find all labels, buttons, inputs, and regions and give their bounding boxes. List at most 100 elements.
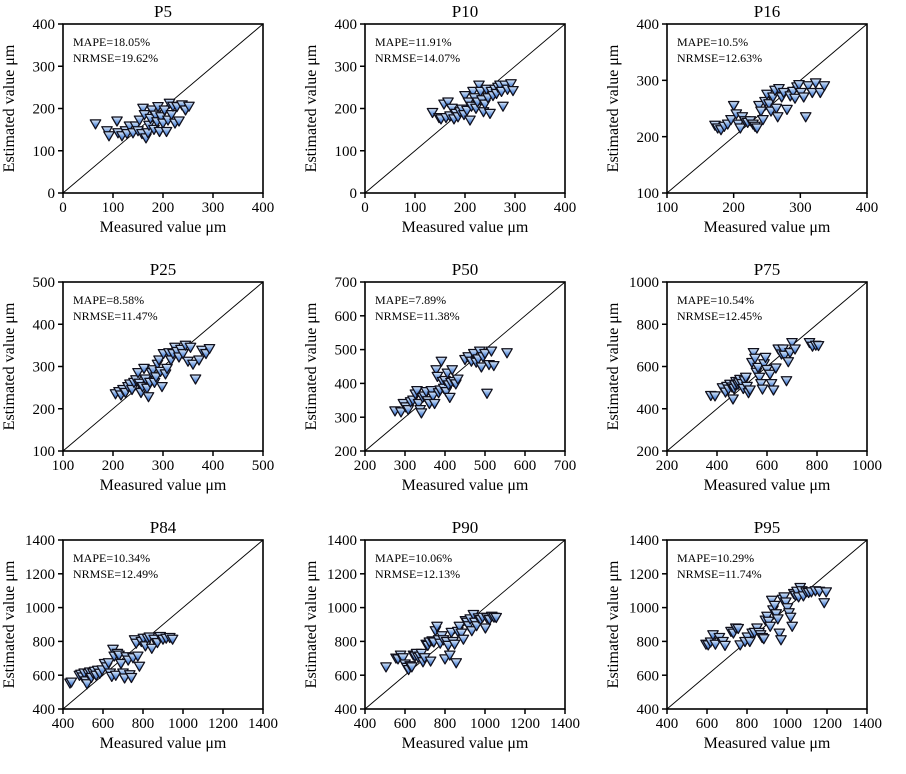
marker-point	[427, 391, 439, 402]
y-tick-label: 300	[33, 360, 56, 376]
y-tick-label: 1200	[327, 567, 357, 583]
x-tick-label: 400	[656, 716, 679, 732]
marker-point	[137, 103, 149, 114]
chart-p10-canvas: P10 0 100 200 300 400 0 100 200 300 400 MAPE=11.91%…	[303, 2, 576, 236]
plot-border	[666, 539, 868, 710]
marker-point	[145, 643, 158, 654]
y-tick-label: 200	[33, 102, 56, 118]
chart-title: P84	[150, 518, 177, 537]
x-axis-label: Measured value μm	[402, 735, 529, 752]
y-tick-label: 1000	[327, 601, 357, 617]
scatter-points	[389, 346, 513, 419]
marker-point	[764, 369, 776, 380]
marker-point	[156, 381, 168, 393]
x-tick-label: 300	[394, 458, 417, 474]
marker-point	[189, 374, 202, 385]
marker-point	[111, 116, 123, 127]
y-tick-label: 500	[33, 275, 56, 291]
marker-point	[411, 385, 423, 397]
marker-point	[753, 100, 765, 112]
marker-point	[187, 359, 199, 370]
identity-line	[62, 539, 264, 710]
scatter-points	[700, 582, 833, 652]
marker-point	[467, 348, 480, 360]
marker-point	[133, 115, 146, 126]
marker-point	[755, 378, 767, 390]
marker-point	[753, 372, 766, 383]
mape-label: MAPE=18.05%	[73, 35, 150, 49]
chart-p25-canvas: P25 100 200 300 400 500 100 200 300 400 500 MAPE=8.…	[1, 260, 274, 494]
marker-point	[166, 634, 179, 645]
x-tick-label: 400	[856, 200, 879, 216]
x-axis-label: Measured value μm	[100, 477, 227, 494]
chart-p16-canvas: P16 100 200 300 400 100 200 300 400 MAPE=10.5% NRM…	[605, 2, 879, 236]
x-tick-label: 600	[756, 458, 779, 474]
y-tick-label: 400	[637, 402, 660, 418]
marker-point	[142, 392, 155, 403]
marker-point	[765, 378, 778, 390]
marker-point	[789, 344, 801, 355]
x-tick-label: 0	[59, 200, 67, 216]
y-tick-label: 300	[33, 59, 56, 75]
marker-point	[802, 81, 815, 92]
marker-point	[780, 376, 793, 387]
y-tick-label: 200	[637, 444, 660, 460]
marker-point	[781, 104, 793, 116]
x-tick-label: 200	[722, 200, 745, 216]
y-tick-label: 800	[637, 635, 660, 651]
marker-point	[818, 81, 831, 92]
marker-point	[161, 363, 173, 375]
marker-point	[814, 87, 827, 99]
marker-point	[485, 346, 498, 357]
x-tick-label: 400	[252, 200, 275, 216]
scatter-points	[704, 337, 825, 405]
y-tick-label: 100	[637, 186, 660, 202]
y-axis-label: Estimated value μm	[605, 560, 622, 688]
x-tick-label: 100	[404, 200, 427, 216]
marker-point	[173, 116, 185, 127]
y-tick-label: 200	[33, 402, 56, 418]
y-tick-label: 600	[33, 668, 56, 684]
marker-point	[767, 385, 780, 396]
marker-point	[797, 92, 810, 103]
y-tick-label: 100	[33, 444, 56, 460]
x-tick-label: 300	[152, 458, 175, 474]
plot-border	[364, 539, 566, 710]
mape-label: MAPE=10.06%	[375, 551, 452, 565]
marker-point	[799, 112, 812, 123]
y-axis-label: Estimated value μm	[303, 44, 320, 172]
x-tick-label: 600	[92, 716, 115, 732]
marker-point	[809, 78, 822, 89]
marker-point	[484, 108, 496, 120]
y-tick-label: 800	[637, 317, 660, 333]
x-tick-label: 200	[454, 200, 477, 216]
mape-label: MAPE=8.58%	[73, 293, 144, 307]
identity-line	[364, 281, 566, 452]
marker-point	[786, 621, 799, 632]
x-tick-label: 1200	[510, 716, 540, 732]
y-tick-label: 600	[335, 668, 358, 684]
chart-title: P75	[754, 260, 780, 279]
marker-point	[779, 597, 792, 608]
chart-p84-canvas: P84 400 600 800 1000 1200 1400 400 600 800 1000 120…	[1, 518, 278, 752]
y-tick-label: 100	[33, 144, 56, 160]
marker-point	[769, 363, 782, 374]
x-axis-label: Measured value μm	[402, 219, 529, 236]
x-tick-label: 1200	[208, 716, 238, 732]
marker-point	[481, 388, 493, 399]
x-axis-label: Measured value μm	[704, 219, 831, 236]
y-tick-label: 400	[33, 17, 56, 33]
chart-p50-canvas: P50 200 300 400 500 600 700 200 300 400 500 600 700 M…	[303, 260, 576, 494]
marker-point	[431, 621, 443, 632]
subplot-cell-p25: P25 100 200 300 400 500 100 200 300 400 500 MAPE=8.…	[0, 258, 302, 516]
x-tick-label: 0	[361, 200, 369, 216]
marker-point	[786, 337, 798, 349]
x-tick-label: 100	[656, 200, 679, 216]
marker-point	[465, 626, 478, 637]
marker-point	[125, 672, 138, 684]
scatter-points	[709, 78, 831, 136]
marker-point	[770, 103, 783, 114]
marker-point	[775, 635, 787, 646]
x-tick-label: 1000	[168, 716, 198, 732]
mape-label: MAPE=10.54%	[677, 293, 754, 307]
